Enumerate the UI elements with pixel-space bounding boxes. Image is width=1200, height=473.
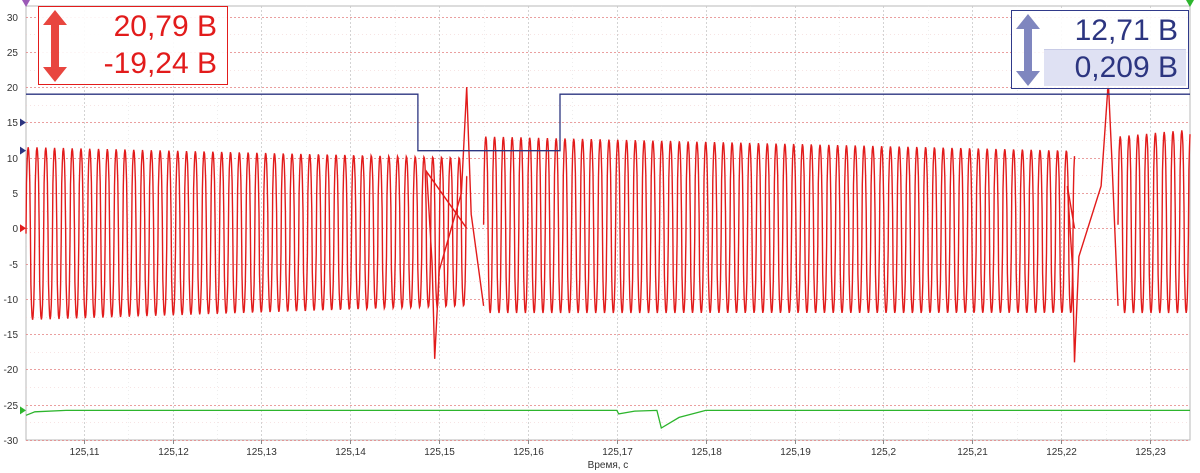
x-tick-label: 125,15 (424, 447, 455, 458)
channel-b-marker (20, 146, 26, 155)
channel-c-marker (20, 406, 26, 415)
x-tick-label: 125,23 (1135, 447, 1166, 458)
channel-b-max: 12,71 В (1074, 14, 1178, 47)
x-tick-label: 125,18 (691, 447, 722, 458)
y-tick-label: 10 (7, 154, 19, 165)
channel-a-transient (1066, 81, 1119, 363)
trigger-marker-right (1186, 0, 1194, 7)
channel-markers (20, 0, 1194, 415)
x-tick-label: 125,21 (957, 447, 988, 458)
y-tick-label: 30 (7, 13, 19, 24)
x-tick-label: 125,22 (1046, 447, 1077, 458)
readout-divider (1044, 49, 1186, 50)
y-tick-label: 5 (12, 189, 18, 200)
x-tick-label: 125,2 (871, 447, 896, 458)
channel-a-min: -19,24 В (103, 47, 217, 80)
channel-c-trace (25, 409, 1190, 430)
x-tick-label: 125,12 (158, 447, 189, 458)
channel-a-transient (425, 87, 485, 359)
y-tick-label: -20 (4, 365, 19, 376)
channel-a-trace (1117, 130, 1191, 314)
y-tick-label: -15 (4, 330, 19, 341)
y-tick-label: -25 (4, 401, 19, 412)
y-tick-label: 0 (12, 224, 18, 235)
x-axis: 125,11 125,12 125,13 125,14 125,15 125,16 125,… (70, 440, 1166, 458)
channel-a-max: 20,79 В (113, 10, 217, 43)
y-tick-label: 25 (7, 48, 19, 59)
channel-a-trace (482, 136, 1076, 314)
y-tick-label: -10 (4, 295, 19, 306)
y-tick-label: 15 (7, 118, 19, 129)
channel-b-trace (26, 93, 1190, 152)
double-arrow-icon (1016, 14, 1040, 86)
x-axis-title: Время, с (588, 460, 629, 471)
chart-traces (25, 81, 1191, 430)
y-tick-label: -5 (9, 260, 18, 271)
x-tick-label: 125,19 (780, 447, 811, 458)
channel-b-readout[interactable]: 12,71 В 0,209 В (1011, 10, 1189, 89)
x-tick-label: 125,14 (335, 447, 366, 458)
x-tick-label: 125,17 (602, 447, 633, 458)
channel-b-level-marker (20, 118, 26, 127)
y-tick-label: -30 (4, 436, 19, 447)
double-arrow-icon (43, 10, 67, 82)
chart-grid (25, 5, 1191, 441)
x-tick-label: 125,13 (246, 447, 277, 458)
x-tick-label: 125,11 (70, 447, 100, 458)
y-axis: 30 25 20 15 10 5 0 -5 -10 -15 -20 -25 -30 (4, 13, 19, 447)
channel-b-min: 0,209 В (1074, 51, 1178, 84)
channel-a-readout[interactable]: 20,79 В -19,24 В (38, 6, 228, 85)
channel-a-marker (20, 224, 26, 233)
x-tick-label: 125,16 (513, 447, 544, 458)
y-tick-label: 20 (7, 83, 19, 94)
channel-a-trace (25, 147, 468, 320)
readout-row-highlight (1044, 50, 1186, 86)
trigger-marker-left (22, 0, 30, 7)
